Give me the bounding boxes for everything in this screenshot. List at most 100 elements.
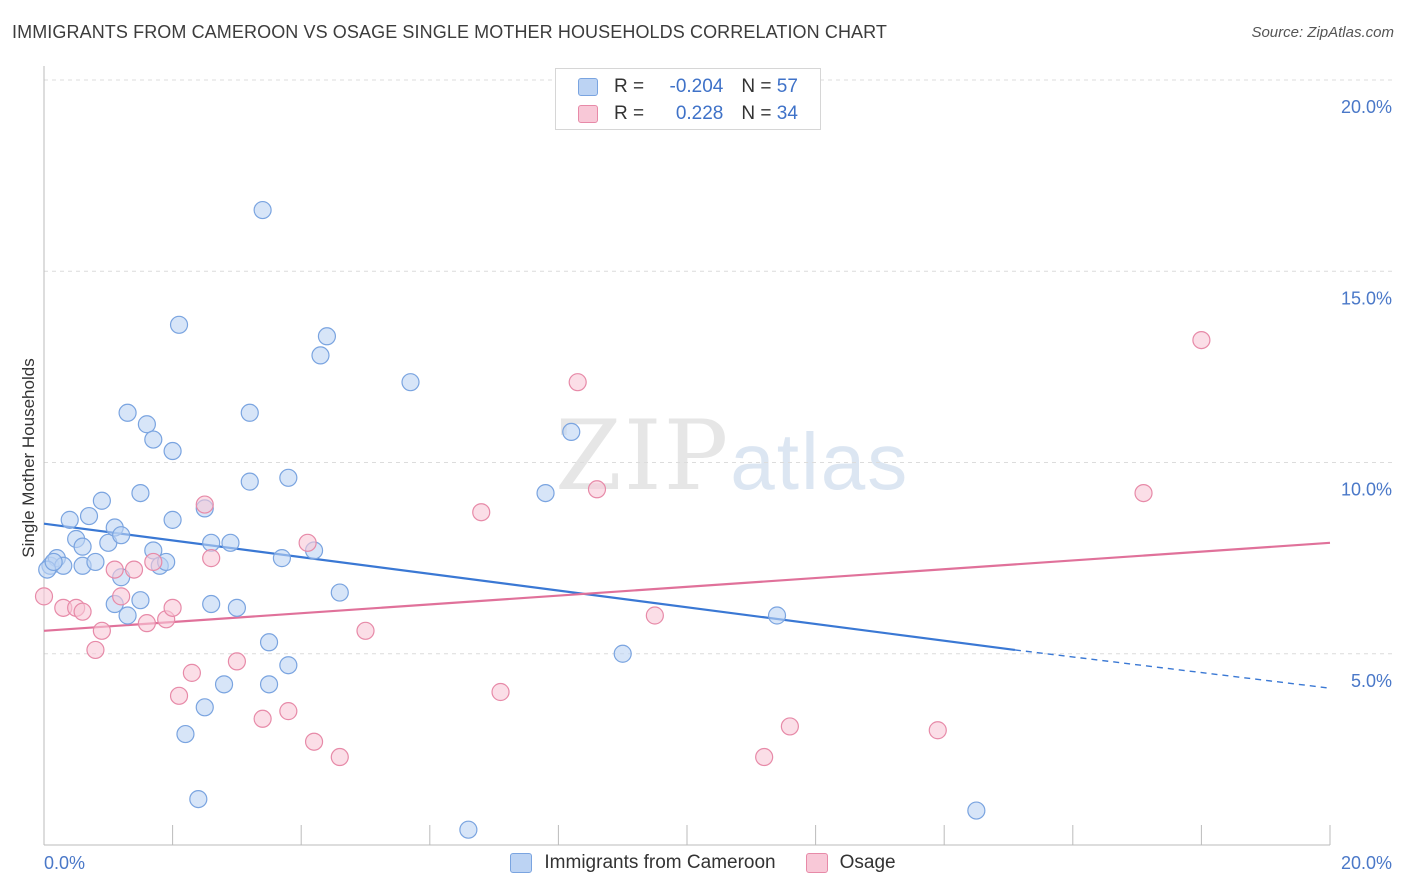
point-cameroon	[92, 491, 111, 510]
point-cameroon	[131, 591, 150, 610]
point-osage	[472, 503, 491, 522]
point-cameroon	[613, 644, 632, 663]
point-cameroon	[562, 422, 581, 441]
point-cameroon	[967, 801, 986, 820]
legend-n-label: N =	[741, 103, 777, 124]
point-osage	[105, 560, 124, 579]
point-osage	[182, 663, 201, 682]
legend-n-value: 34	[776, 103, 798, 124]
point-cameroon	[44, 552, 63, 572]
point-cameroon	[163, 510, 182, 529]
point-cameroon	[767, 606, 787, 625]
point-cameroon	[227, 598, 246, 617]
point-cameroon	[330, 583, 349, 602]
point-osage	[124, 560, 144, 579]
watermark: ZIPatlas	[555, 400, 909, 512]
watermark-atlas: atlas	[730, 417, 910, 506]
point-cameroon	[401, 373, 420, 392]
point-osage	[137, 614, 156, 633]
point-cameroon	[169, 315, 189, 334]
point-cameroon	[144, 430, 163, 449]
legend-swatch-osage	[578, 105, 598, 123]
legend-swatch-osage	[805, 853, 828, 873]
legend-label-osage: Osage	[839, 852, 896, 873]
point-osage	[568, 373, 587, 392]
legend-row-osage: R = 0.228 N = 34	[578, 102, 798, 126]
point-osage	[279, 702, 298, 721]
point-cameroon	[317, 327, 337, 346]
legend-label-cameroon: Immigrants from Cameroon	[544, 852, 776, 873]
point-osage	[928, 721, 947, 740]
point-osage	[86, 640, 105, 660]
y-tick-label: 20.0%	[1341, 97, 1392, 117]
point-osage	[356, 621, 375, 640]
point-cameroon	[189, 789, 208, 809]
y-tick-label: 5.0%	[1351, 671, 1392, 691]
chart-title: IMMIGRANTS FROM CAMEROON VS OSAGE SINGLE…	[12, 22, 888, 42]
point-cameroon	[253, 200, 272, 220]
point-cameroon	[202, 533, 221, 552]
point-cameroon	[73, 537, 92, 556]
point-cameroon	[131, 484, 150, 503]
series-legend: Immigrants from Cameroon Osage	[0, 852, 1406, 874]
point-cameroon	[214, 675, 234, 694]
point-osage	[1134, 484, 1153, 503]
point-osage	[298, 533, 317, 552]
legend-n-label: N =	[741, 76, 777, 97]
axes	[43, 66, 1331, 846]
trend-line-osage	[43, 541, 1331, 632]
point-cameroon	[118, 606, 137, 625]
y-tick-label: 10.0%	[1341, 480, 1392, 500]
trend-line-cameroon	[43, 522, 1016, 652]
point-osage	[112, 587, 131, 606]
point-cameroon	[60, 510, 79, 529]
legend-n-value: 57	[776, 76, 798, 97]
point-cameroon	[272, 549, 292, 568]
x-tick-label: 20.0%	[1341, 853, 1392, 873]
point-cameroon	[240, 472, 259, 491]
legend-item-osage: Osage	[805, 852, 896, 874]
point-osage	[92, 621, 111, 640]
legend-swatch-cameroon	[578, 78, 598, 96]
legend-r-label: R =	[614, 76, 650, 97]
point-cameroon	[118, 403, 137, 422]
point-osage	[645, 606, 664, 625]
point-osage	[34, 587, 54, 606]
point-cameroon	[79, 506, 99, 526]
point-osage	[73, 602, 92, 621]
point-cameroon	[176, 724, 195, 744]
point-osage	[304, 732, 324, 751]
point-osage	[195, 495, 214, 514]
point-osage	[491, 682, 510, 702]
point-cameroon	[137, 415, 156, 434]
point-osage	[163, 598, 182, 617]
data-points	[34, 200, 1211, 839]
grid	[44, 79, 1392, 655]
point-cameroon	[259, 675, 279, 694]
point-osage	[253, 709, 272, 728]
correlation-legend: R = -0.204 N = 57 R = 0.228 N = 34	[555, 68, 821, 130]
legend-r-label: R =	[614, 103, 650, 124]
source-label: Source: ZipAtlas.com	[1251, 24, 1394, 41]
point-osage	[755, 747, 774, 767]
watermark-zip: ZIP	[555, 400, 731, 512]
point-osage	[227, 652, 246, 671]
y-tick-label: 15.0%	[1341, 288, 1392, 308]
point-osage	[1192, 331, 1211, 350]
point-cameroon	[240, 403, 259, 422]
tick-labels: 5.0% 10.0% 15.0% 20.0% 0.0% 20.0%	[44, 97, 1392, 873]
legend-r-value: -0.204	[669, 76, 724, 97]
point-osage	[587, 480, 607, 499]
point-cameroon	[163, 441, 182, 461]
point-osage	[202, 549, 221, 568]
point-cameroon	[202, 594, 221, 614]
point-cameroon	[279, 656, 298, 675]
point-cameroon	[459, 820, 478, 839]
x-tick-label: 0.0%	[44, 853, 85, 873]
point-osage	[330, 747, 349, 767]
point-osage	[169, 686, 189, 705]
legend-swatch-cameroon	[510, 853, 533, 873]
point-cameroon	[112, 526, 131, 545]
legend-row-cameroon: R = -0.204 N = 57	[578, 75, 798, 99]
